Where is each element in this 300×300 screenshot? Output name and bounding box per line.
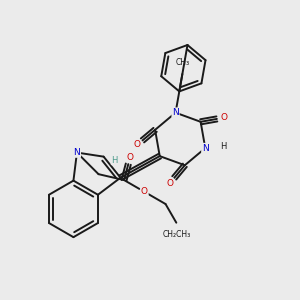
- Text: O: O: [220, 113, 227, 122]
- Text: H: H: [220, 142, 226, 151]
- Text: O: O: [127, 153, 134, 162]
- Text: O: O: [141, 187, 148, 196]
- Text: N: N: [172, 108, 179, 117]
- Text: N: N: [74, 148, 80, 157]
- Text: CH₃: CH₃: [175, 58, 189, 67]
- Text: O: O: [134, 140, 141, 149]
- Text: O: O: [166, 179, 173, 188]
- Text: CH₂CH₃: CH₂CH₃: [162, 230, 190, 239]
- Text: N: N: [202, 144, 208, 153]
- Text: H: H: [111, 155, 118, 164]
